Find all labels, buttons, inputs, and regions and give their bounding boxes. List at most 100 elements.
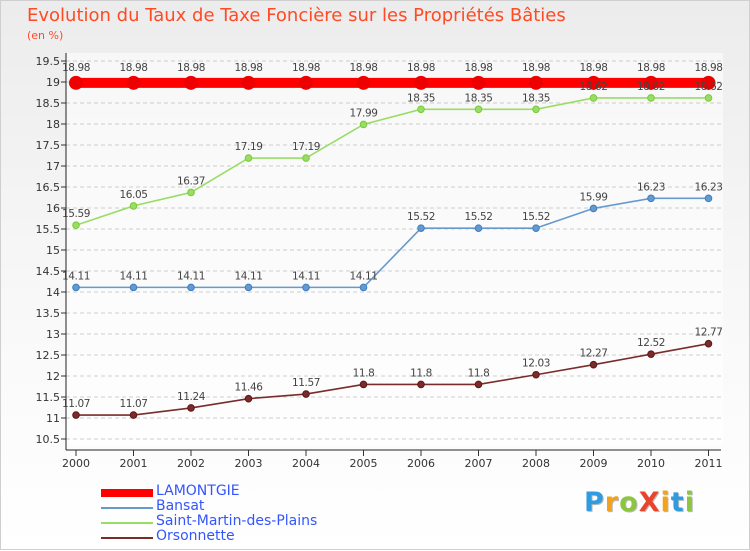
data-point [241,75,256,90]
data-point [72,283,80,292]
data-label: 11.46 [234,382,263,394]
logo-letter: t [670,487,685,518]
x-tick-label: 2002 [177,457,205,470]
y-tick-label: 10.5 [36,433,61,446]
data-label: 18.35 [407,92,435,104]
x-tick-label: 2007 [465,457,493,470]
data-label: 16.05 [119,189,147,201]
y-tick-label: 16.5 [36,181,61,194]
x-tick-label: 2008 [522,457,550,470]
data-label: 14.11 [349,270,377,282]
data-label: 18.98 [119,62,147,74]
data-point [474,380,483,389]
data-point [244,394,253,403]
data-point [586,75,601,90]
data-label: 15.52 [464,211,492,223]
data-label: 15.52 [407,211,435,223]
logo-letter: i [684,487,695,518]
logo-letter: o [619,487,639,518]
x-tick-label: 2005 [350,457,378,470]
y-tick-label: 11 [46,412,60,425]
data-point [529,75,543,90]
y-tick-label: 16 [46,202,60,215]
data-label: 16.37 [177,175,205,187]
data-point [471,75,486,90]
legend-label: Saint-Martin-des-Plains [156,513,318,529]
y-tick-label: 15.5 [36,223,61,236]
data-point [187,188,195,197]
x-tick-label: 2010 [637,457,665,470]
data-point [359,380,368,389]
chart-title: Evolution du Taux de Taxe Foncière sur l… [27,5,566,26]
logo-letter: X [638,487,661,518]
data-point [532,105,540,114]
y-tick-label: 17 [46,160,60,173]
data-label: 18.62 [579,81,607,93]
series-line-3 [76,342,709,416]
data-point [704,194,713,203]
series-line-2 [75,97,709,226]
data-point [187,404,195,412]
data-point [417,105,425,114]
data-point [589,360,598,369]
data-point [532,224,540,232]
data-point [72,221,80,230]
data-label: 11.57 [292,377,320,389]
data-label: 14.11 [234,270,262,282]
unit-label: (en %) [27,29,64,42]
logo-letter: P [584,487,605,518]
data-point [129,411,138,419]
data-point [359,120,368,129]
y-tick-label: 12 [46,370,60,383]
data-point [129,202,138,210]
x-tick-label: 2006 [407,457,435,470]
data-label: 18.98 [349,62,377,74]
data-label: 11.07 [119,398,147,410]
data-point [244,283,253,292]
y-tick-label: 17.5 [36,139,61,152]
data-label: 18.98 [292,62,320,74]
y-tick-label: 19.5 [36,55,61,68]
y-tick-label: 12.5 [36,349,61,362]
data-point [474,224,483,232]
data-label: 18.98 [407,62,435,74]
data-label: 14.11 [62,270,90,282]
data-point [302,154,310,162]
data-point [589,204,598,213]
data-point [69,75,83,90]
data-label: 14.11 [177,270,205,282]
data-label: 18.98 [522,62,550,74]
data-point [647,94,655,102]
y-tick-label: 11.5 [36,391,61,404]
data-point [184,75,198,90]
data-point [302,283,310,292]
data-point [647,194,655,203]
data-point [644,75,658,90]
data-point [414,75,428,90]
x-tick-label: 2011 [695,457,723,470]
data-label: 18.98 [579,62,607,74]
data-label: 12.77 [694,327,722,339]
legend-swatch [101,522,153,524]
data-label: 18.35 [522,92,550,104]
data-point [589,94,598,102]
y-tick-label: 14.5 [36,265,61,278]
data-point [126,75,141,90]
plot-area [66,53,723,445]
proxiti-logo: ProXiti [584,487,695,518]
data-label: 11.07 [62,398,90,410]
data-point [302,390,310,398]
logo-letter: i [660,487,671,518]
data-point [474,105,483,114]
data-point [359,283,368,292]
data-label: 11.24 [177,391,206,403]
data-label: 18.98 [62,62,90,74]
data-point [532,370,540,379]
data-label: 12.03 [522,358,550,370]
data-point [704,94,713,102]
data-point [129,283,138,292]
data-label: 15.52 [522,211,550,223]
data-label: 16.23 [694,181,722,193]
